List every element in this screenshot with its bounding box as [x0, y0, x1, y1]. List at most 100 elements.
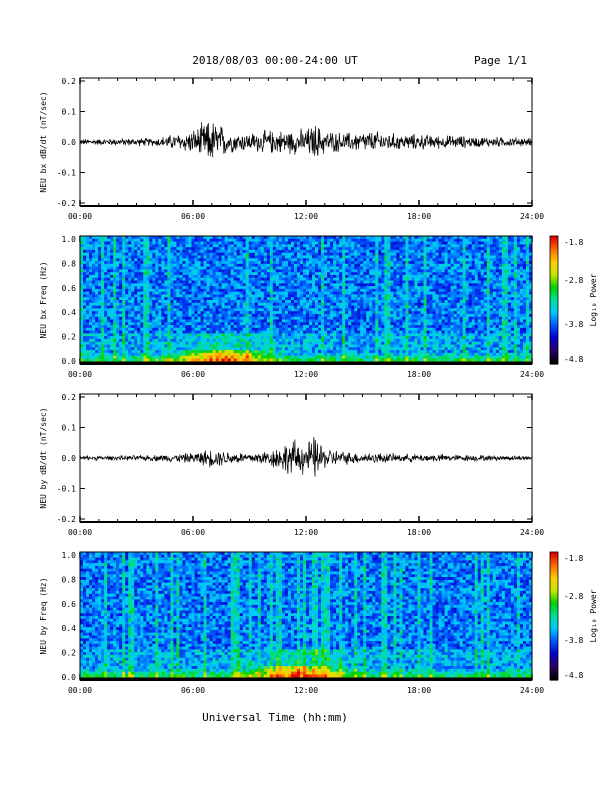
spectrogram-cell [185, 311, 188, 314]
spectrogram-cell [107, 261, 110, 264]
spectrogram-cell [198, 336, 201, 339]
spectrogram-cell [228, 306, 231, 309]
spectrogram-cell [369, 339, 372, 342]
spectrogram-cell [222, 317, 225, 320]
spectrogram-cell [179, 283, 182, 286]
spectrogram-cell [249, 286, 252, 289]
spectrogram-cell [201, 300, 204, 303]
spectrogram-cell [261, 358, 264, 361]
spectrogram-cell [339, 347, 342, 350]
spectrogram-cell [146, 275, 149, 278]
spectrogram-cell [312, 289, 315, 292]
spectrogram-cell [134, 267, 137, 270]
spectrogram-cell [318, 242, 321, 245]
spectrogram-cell [92, 347, 95, 350]
spectrogram-cell [140, 347, 143, 350]
spectrogram-cell [113, 250, 116, 253]
spectrogram-cell [231, 261, 234, 264]
spectrogram-cell [83, 247, 86, 250]
spectrogram-cell [357, 269, 360, 272]
spectrogram-cell [201, 258, 204, 261]
spectrogram-cell [152, 314, 155, 317]
spectrogram-cell [276, 333, 279, 336]
spectrogram-cell [303, 347, 306, 350]
spectrogram-cell [360, 350, 363, 353]
spectrogram-cell [369, 244, 372, 247]
spectrogram-cell [143, 311, 146, 314]
spectrogram-cell [258, 281, 261, 284]
spectrogram-cell [258, 297, 261, 300]
spectrogram-cell [357, 275, 360, 278]
spectrogram-cell [237, 356, 240, 359]
spectrogram-cell [375, 292, 378, 295]
spectrogram-cell [264, 297, 267, 300]
spectrogram-cell [195, 283, 198, 286]
spectrogram-cell [240, 358, 243, 361]
spectrogram-cell [237, 336, 240, 339]
spectrogram-cell [101, 294, 104, 297]
spectrogram-cell [110, 272, 113, 275]
spectrogram-cell [384, 275, 387, 278]
spectrogram-cell [222, 353, 225, 356]
spectrogram-cell [312, 353, 315, 356]
spectrogram-cell [125, 303, 128, 306]
spectrogram-cell [164, 264, 167, 267]
spectrogram-cell [95, 303, 98, 306]
spectrogram-cell [255, 300, 258, 303]
spectrogram-cell [137, 317, 140, 320]
spectrogram-cell [188, 322, 191, 325]
spectrogram-cell [170, 253, 173, 256]
spectrogram-cell [219, 261, 222, 264]
spectrogram-cell [372, 308, 375, 311]
spectrogram-cell [216, 286, 219, 289]
spectrogram-cell [83, 328, 86, 331]
spectrogram-cell [282, 278, 285, 281]
spectrogram-cell [155, 306, 158, 309]
spectrogram-cell [363, 269, 366, 272]
spectrogram-cell [324, 306, 327, 309]
spectrogram-cell [384, 283, 387, 286]
spectrogram-cell [143, 250, 146, 253]
spectrogram-cell [384, 345, 387, 348]
spectrogram-cell [354, 306, 357, 309]
spectrogram-cell [185, 264, 188, 267]
spectrogram-cell [140, 358, 143, 361]
spectrogram-cell [285, 292, 288, 295]
spectrogram-cell [86, 306, 89, 309]
spectrogram-cell [176, 289, 179, 292]
spectrogram-cell [104, 328, 107, 331]
spectrogram-cell [303, 356, 306, 359]
spectrogram-cell [185, 281, 188, 284]
spectrogram-cell [264, 294, 267, 297]
spectrogram-cell [246, 244, 249, 247]
spectrogram-cell [179, 281, 182, 284]
spectrogram-cell [89, 294, 92, 297]
spectrogram-cell [264, 347, 267, 350]
spectrogram-cell [276, 339, 279, 342]
spectrogram-cell [158, 308, 161, 311]
spectrogram-cell [128, 306, 131, 309]
spectrogram-cell [237, 311, 240, 314]
spectrogram-cell [173, 358, 176, 361]
spectrogram-cell [158, 281, 161, 284]
spectrogram-cell [89, 289, 92, 292]
spectrogram-cell [267, 244, 270, 247]
spectrogram-cell [363, 244, 366, 247]
spectrogram-cell [372, 306, 375, 309]
spectrogram-cell [213, 250, 216, 253]
spectrogram-cell [89, 297, 92, 300]
spectrogram-cell [330, 264, 333, 267]
spectrogram-cell [207, 272, 210, 275]
spectrogram-cell [128, 278, 131, 281]
spectrogram-cell [351, 272, 354, 275]
spectrogram-cell [294, 322, 297, 325]
spectrogram-cell [354, 356, 357, 359]
spectrogram-cell [279, 331, 282, 334]
spectrogram-cell [110, 239, 113, 242]
spectrogram-cell [354, 333, 357, 336]
spectrogram-cell [321, 308, 324, 311]
spectrogram-cell [86, 244, 89, 247]
spectrogram-cell [378, 328, 381, 331]
spectrogram-cell [231, 308, 234, 311]
spectrogram-cell [351, 255, 354, 258]
